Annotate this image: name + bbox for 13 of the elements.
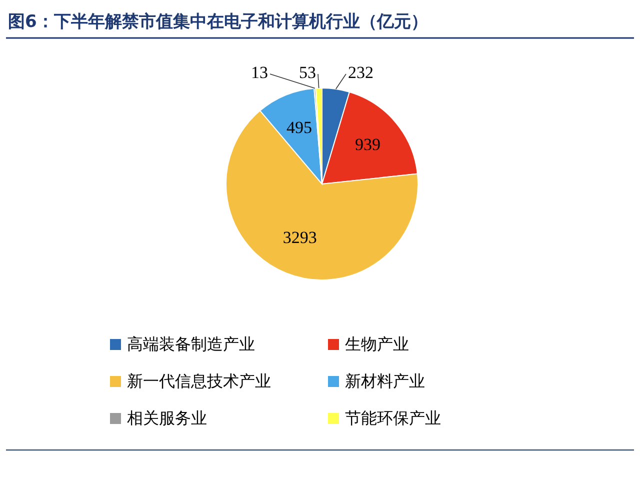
legend-label: 节能环保产业 xyxy=(345,408,441,428)
data-label: 939 xyxy=(355,134,381,154)
legend-label: 相关服务业 xyxy=(127,408,207,428)
chart-title: 图6：下半年解禁市值集中在电子和计算机行业（亿元） xyxy=(8,12,428,32)
legend-label: 生物产业 xyxy=(345,334,409,354)
data-label: 3293 xyxy=(282,228,317,248)
data-label: 53 xyxy=(299,62,316,82)
legend-label: 新一代信息技术产业 xyxy=(127,371,271,390)
legend-label: 新材料产业 xyxy=(345,371,425,390)
data-label: 232 xyxy=(348,62,374,82)
data-label: 13 xyxy=(251,62,268,82)
legend-label: 高端装备制造产业 xyxy=(127,334,255,354)
data-label: 495 xyxy=(286,118,312,137)
